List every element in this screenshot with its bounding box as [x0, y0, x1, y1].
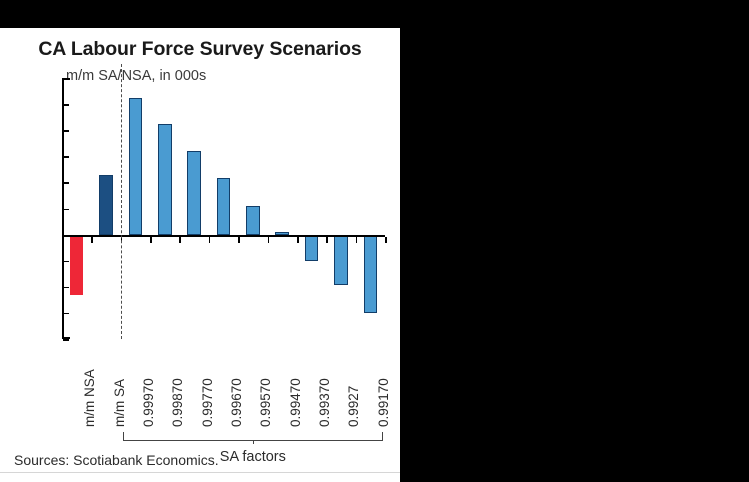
x-axis-label-0.99470: 0.99470	[287, 378, 303, 427]
x-axis-label-m-m-nsa: m/m NSA	[82, 369, 98, 427]
x-axis-tick	[267, 236, 270, 243]
bar-m-m-sa[interactable]	[99, 174, 113, 235]
bar-0.99570[interactable]	[246, 205, 260, 235]
x-axis-tick	[296, 236, 299, 243]
x-axis-tick	[62, 236, 64, 243]
y-axis-tick	[63, 78, 69, 80]
x-axis-label-0.9927: 0.9927	[346, 385, 362, 427]
chart-units-subtitle: m/m SA/NSA, in 000s	[66, 68, 207, 84]
bar-0.99370[interactable]	[304, 234, 319, 261]
x-axis-label-0.99770: 0.99770	[199, 378, 215, 427]
source-note: Sources: Scotiabank Economics.	[14, 452, 219, 468]
x-axis-tick	[238, 236, 240, 243]
y-axis-bottom-cap	[62, 337, 70, 339]
x-axis-label-0.99170: 0.99170	[375, 378, 391, 427]
y-axis-tick	[63, 208, 69, 211]
x-axis-label-0.99670: 0.99670	[229, 378, 244, 427]
footer-divider	[0, 472, 400, 473]
x-axis-tick	[179, 236, 182, 243]
bar-0.9927[interactable]	[334, 234, 348, 286]
x-axis-label-m-m-sa: m/m SA	[111, 378, 127, 427]
bar-0.99170[interactable]	[363, 234, 378, 313]
y-axis-tick	[63, 312, 69, 315]
bar-0.99470[interactable]	[275, 231, 289, 235]
y-axis-tick	[63, 182, 69, 184]
y-axis-tick	[63, 130, 69, 132]
bar-0.99970[interactable]	[128, 97, 143, 235]
y-axis-tick	[63, 156, 69, 158]
plot-area	[62, 64, 387, 341]
x-axis-label-0.99370: 0.99370	[317, 378, 333, 427]
x-axis-label-0.99570: 0.99570	[258, 378, 274, 427]
x-axis-group-label: SA factors	[219, 449, 286, 465]
bar-m-m-nsa[interactable]	[69, 234, 84, 295]
x-axis-tick	[385, 236, 387, 243]
y-axis-tick	[63, 286, 69, 289]
x-axis-tick	[91, 236, 93, 243]
sa-factors-bracket	[122, 432, 383, 444]
y-axis-tick	[63, 260, 69, 263]
y-axis-spine	[62, 78, 64, 339]
x-axis-label-0.99970: 0.99970	[140, 378, 156, 427]
y-axis-tick	[63, 104, 69, 106]
x-axis-category-labels: m/m NSA m/m SA 0.99970 0.99870 0.99770 0.9967…	[62, 339, 391, 431]
x-axis-tick	[208, 236, 211, 243]
y-axis-tick	[63, 339, 69, 341]
zero-axis-line	[62, 234, 385, 237]
bracket-center-tick	[252, 440, 255, 444]
x-axis-tick	[326, 236, 328, 243]
x-axis-label-0.99870: 0.99870	[170, 378, 186, 427]
bar-0.99870[interactable]	[158, 123, 172, 235]
x-axis-tick	[355, 236, 358, 243]
bar-0.99670[interactable]	[216, 178, 231, 235]
scenario-separator-line	[120, 64, 122, 339]
chart-title: CA Labour Force Survey Scenarios	[38, 38, 362, 60]
x-axis-tick	[150, 236, 152, 243]
bar-0.99770[interactable]	[187, 151, 201, 235]
chart-card: CA Labour Force Survey Scenarios m/m SA/…	[0, 28, 400, 482]
